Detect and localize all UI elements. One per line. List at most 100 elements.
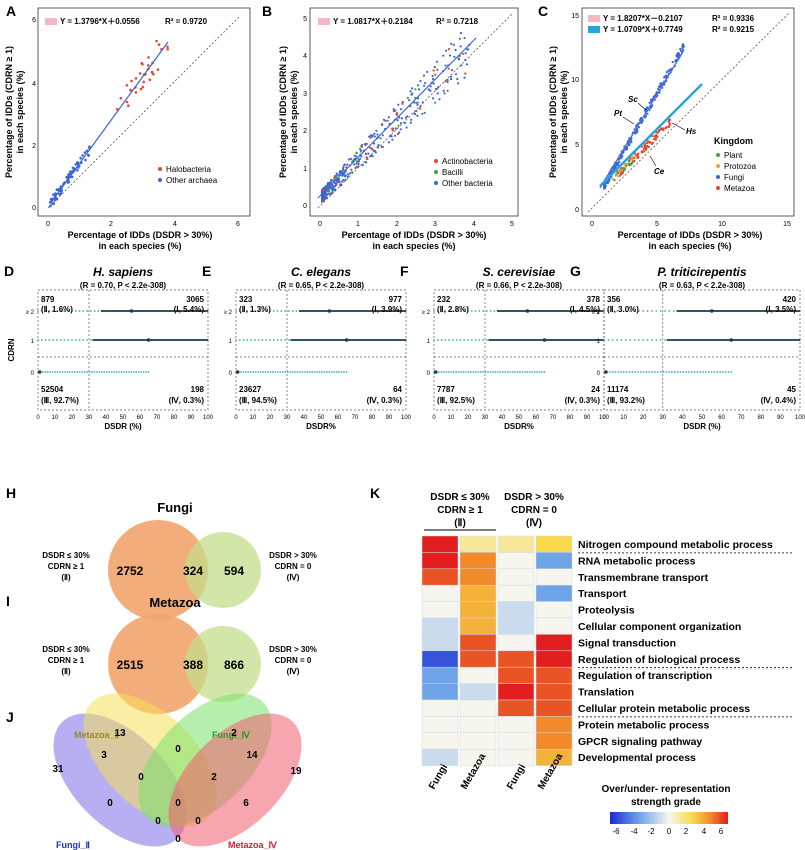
- bacteria-point: [391, 129, 394, 132]
- bacteria-point: [429, 85, 432, 88]
- venn-h-right-label: (Ⅳ): [287, 573, 300, 582]
- legend-dot-metazoa: [716, 186, 720, 190]
- cdrn-point: [617, 371, 620, 373]
- heatmap-row-label: Regulation of transcription: [578, 670, 712, 682]
- cdrn-point: [90, 310, 92, 312]
- dsdr-xtick: 50: [120, 415, 127, 421]
- bacteria-point: [464, 52, 467, 55]
- cdrn-point: [242, 310, 245, 312]
- dg-ylabel: CDRN: [7, 338, 16, 361]
- archaea-point: [49, 204, 52, 208]
- quadrant-ii-count: 323: [239, 295, 253, 304]
- cdrn-point: [61, 371, 64, 373]
- cdrn-point: [63, 339, 66, 341]
- cdrn-point: [78, 371, 81, 373]
- cdrn-point: [438, 371, 440, 373]
- c-xlabel: in each species (%): [648, 241, 731, 251]
- panel-h: H Fungi 2752 324 594 DSDR ≤ 30% CDRN ≥ 1…: [6, 485, 317, 620]
- a-ylabel: Percentage of IDDs (CDRN ≥ 1): [4, 46, 14, 178]
- dsdr-xtick: 40: [301, 415, 308, 421]
- venn-h-left-label: (Ⅱ): [61, 573, 71, 582]
- bacteria-point: [415, 109, 418, 113]
- cdrn-point: [130, 371, 133, 373]
- dsdr-xtick: 80: [369, 415, 376, 421]
- cdrn-point: [452, 371, 455, 373]
- heatmap-cell: [497, 617, 535, 635]
- cdrn-point: [484, 371, 487, 373]
- halobacteria-point: [134, 77, 138, 80]
- venn-h-left-value: 2752: [117, 564, 144, 578]
- heatmap-cell: [497, 666, 535, 684]
- cdrn-point: [56, 310, 58, 312]
- bacteria-point: [328, 182, 331, 185]
- halobacteria-point: [148, 78, 151, 81]
- halobacteria-point: [155, 39, 158, 43]
- heatmap-cell: [535, 634, 573, 652]
- panel-a: A Y = 1.3796*X＋0.0556 R² = 0.9720 Haloba…: [4, 3, 251, 251]
- cdrn-point: [105, 371, 108, 373]
- halobacteria-point: [147, 56, 150, 59]
- bacteria-point: [377, 144, 380, 147]
- dsdr-xtick: 60: [533, 415, 540, 421]
- dsdr-xtick: 40: [679, 415, 686, 421]
- cdrn-point: [659, 371, 662, 373]
- halobacteria-point: [127, 104, 130, 107]
- heatmap-cell: [459, 535, 497, 553]
- bacteria-point: [349, 157, 353, 160]
- bacteria-point: [427, 88, 430, 91]
- b-xtick: 4: [472, 221, 476, 228]
- dsdr-xtick: 20: [640, 415, 647, 421]
- cdrn-point: [90, 339, 92, 341]
- bacteria-point: [431, 74, 434, 78]
- cdrn-point: [51, 371, 54, 373]
- heatmap-cell: [497, 716, 535, 734]
- bacteria-point: [331, 187, 334, 191]
- quadrant-ii-count: 356: [607, 295, 621, 304]
- cdrn-point: [433, 310, 435, 312]
- archaea-point: [67, 180, 71, 184]
- panel-frame: [603, 289, 801, 411]
- metazoa-point: [642, 150, 646, 153]
- c-ylabel: Percentage of IDDs (CDRN ≥ 1): [548, 46, 558, 178]
- cdrn-point: [470, 310, 473, 312]
- bacteria-point: [442, 89, 445, 92]
- cdrn-point: [59, 310, 62, 312]
- legend-dot-actinobacteria: [434, 159, 438, 163]
- bacteria-point: [321, 189, 324, 192]
- bacteria-point: [414, 88, 417, 91]
- dsdr-xtick: 80: [171, 415, 178, 421]
- fungi-point: [663, 76, 666, 79]
- cdrn-point: [541, 371, 543, 373]
- fungi-point: [659, 82, 662, 85]
- bacteria-point: [446, 89, 449, 92]
- a-xlabel: in each species (%): [98, 241, 181, 251]
- metazoa-point: [637, 156, 640, 159]
- heatmap-cell: [459, 634, 497, 652]
- quadrant-ii-pct: (Ⅱ, 1.6%): [41, 305, 73, 314]
- bacteria-point: [359, 148, 362, 151]
- archaea-point: [53, 198, 57, 202]
- halobacteria-point: [156, 68, 160, 71]
- cdrn-point: [672, 310, 675, 312]
- cdrn-point: [645, 371, 648, 373]
- heatmap-row-labels: Nitrogen compound metabolic process RNA m…: [578, 539, 792, 764]
- cdrn-point: [250, 339, 253, 341]
- cdrn-point: [659, 310, 662, 312]
- cdrn-point: [705, 371, 707, 373]
- bacteria-point: [417, 88, 421, 91]
- bacteria-point: [345, 166, 348, 169]
- cdrn-point: [323, 371, 326, 373]
- cdrn-point: [637, 310, 640, 312]
- c-ylabel: in each species (%): [559, 70, 569, 153]
- bacteria-point: [329, 193, 332, 196]
- halobacteria-point: [130, 79, 133, 83]
- cdrn-point: [59, 371, 61, 373]
- heatmap-cell: [535, 748, 573, 766]
- k-group-right-label: (Ⅳ): [526, 518, 542, 529]
- bacteria-point: [376, 145, 379, 149]
- k-group-right-label: DSDR > 30%: [504, 492, 564, 503]
- cdrn-point: [521, 371, 524, 373]
- heatmap-row-label: RNA metabolic process: [578, 555, 696, 567]
- legend-dot-other-archaea: [158, 178, 162, 182]
